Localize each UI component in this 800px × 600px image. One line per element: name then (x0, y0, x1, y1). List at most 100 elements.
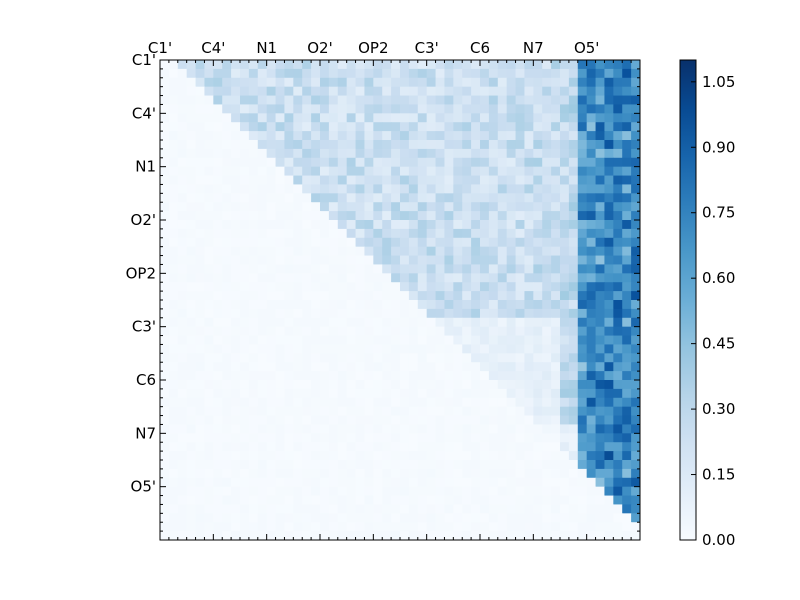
heatmap-cell (195, 451, 205, 461)
heatmap-cell (408, 513, 419, 523)
heatmap-cell (355, 95, 365, 105)
heatmap-cell (471, 388, 481, 399)
heatmap-cell (160, 157, 170, 168)
heatmap-cell (595, 237, 605, 248)
heatmap-cell (533, 202, 543, 212)
heatmap-cell (328, 140, 339, 150)
heatmap-cell (222, 246, 232, 257)
heatmap-cell (275, 60, 285, 70)
heatmap-cell (462, 291, 472, 301)
heatmap-cell (320, 371, 330, 381)
heatmap-cell (435, 424, 445, 434)
x-tick-label: C3' (415, 39, 439, 57)
heatmap-cell (195, 148, 205, 159)
heatmap-cell (524, 344, 534, 354)
heatmap-cell (408, 113, 419, 123)
heatmap-cell (320, 424, 330, 434)
heatmap-cell (257, 113, 268, 123)
heatmap-cell (293, 380, 303, 390)
heatmap-cell (417, 148, 428, 159)
heatmap-cells (160, 60, 641, 541)
heatmap-cell (382, 113, 392, 123)
heatmap-cell (320, 264, 330, 274)
heatmap-cell (382, 68, 392, 79)
heatmap-cell (604, 380, 614, 390)
heatmap-cell (186, 77, 197, 88)
heatmap-cell (328, 122, 339, 132)
heatmap-cell (373, 220, 383, 230)
heatmap-cell (302, 282, 312, 292)
heatmap-cell (186, 468, 197, 479)
heatmap-cell (222, 477, 232, 488)
heatmap-cell (328, 451, 339, 461)
heatmap-cell (284, 104, 294, 114)
heatmap-cell (444, 237, 454, 248)
heatmap-cell (524, 300, 534, 310)
heatmap-cell (515, 202, 525, 212)
heatmap-cell (160, 104, 170, 114)
heatmap-cell (266, 344, 277, 354)
heatmap-cell (515, 220, 525, 230)
heatmap-cell (328, 166, 339, 177)
colorbar-tick-label: 0.90 (702, 138, 735, 156)
heatmap-cell (311, 237, 321, 248)
heatmap-cell (560, 175, 570, 185)
heatmap-cell (364, 317, 374, 328)
heatmap-cell (160, 504, 170, 514)
heatmap-cell (275, 495, 285, 505)
heatmap-cell (488, 264, 499, 274)
heatmap-cell (293, 86, 303, 97)
heatmap-cell (417, 95, 428, 105)
heatmap-cell (257, 246, 268, 257)
heatmap-cell (373, 211, 383, 221)
heatmap-cell (204, 86, 214, 97)
heatmap-cell (160, 211, 170, 221)
heatmap-cell (560, 60, 570, 70)
heatmap-cell (240, 77, 250, 88)
heatmap-cell (391, 264, 401, 274)
x-tick-label: OP2 (358, 39, 388, 57)
heatmap-cell (577, 308, 588, 319)
heatmap-cell (355, 228, 365, 239)
heatmap-cell (408, 522, 419, 532)
heatmap-cell (462, 211, 472, 221)
heatmap-cell (320, 460, 330, 470)
heatmap-cell (311, 140, 321, 150)
heatmap-cell (471, 131, 481, 141)
heatmap-cell (462, 131, 472, 141)
heatmap-cell (533, 531, 543, 541)
heatmap-cell (231, 424, 241, 434)
heatmap-cell (213, 380, 223, 390)
heatmap-cell (400, 300, 410, 310)
heatmap-cell (408, 362, 419, 372)
heatmap-cell (222, 264, 232, 274)
heatmap-cell (497, 388, 508, 399)
heatmap-cell (426, 531, 437, 541)
heatmap-cell (577, 433, 588, 443)
heatmap-cell (506, 202, 517, 212)
heatmap-cell (328, 317, 339, 328)
heatmap-cell (382, 122, 392, 132)
heatmap-cell (488, 166, 499, 177)
heatmap-cell (160, 531, 170, 541)
heatmap-cell (613, 388, 623, 399)
heatmap-cell (328, 211, 339, 221)
heatmap-cell (471, 380, 481, 390)
heatmap-cell (222, 531, 232, 541)
heatmap-cell (302, 237, 312, 248)
heatmap-cell (586, 131, 597, 141)
heatmap-cell (231, 122, 241, 132)
heatmap-cell (391, 522, 401, 532)
heatmap-cell (480, 406, 490, 417)
heatmap-cell (186, 122, 197, 132)
heatmap-cell (177, 68, 188, 79)
heatmap-cell (213, 415, 223, 425)
heatmap-cell (222, 486, 232, 497)
heatmap-cell (364, 60, 374, 70)
heatmap-cell (248, 504, 259, 514)
heatmap-cell (355, 362, 365, 372)
heatmap-cell (346, 246, 357, 257)
heatmap-cell (346, 95, 357, 105)
heatmap-cell (604, 433, 614, 443)
heatmap-cell (231, 362, 241, 372)
